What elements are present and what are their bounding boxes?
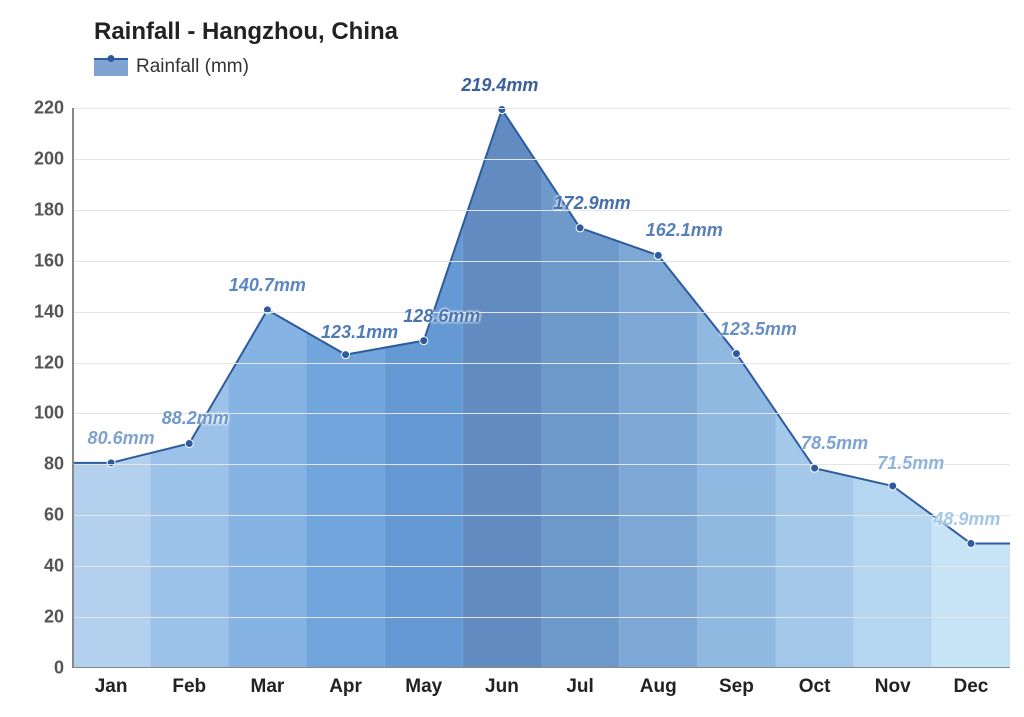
x-tick-label: Nov (875, 668, 911, 698)
grid-line (72, 464, 1010, 465)
x-tick-label: Sep (719, 668, 754, 698)
data-label: 123.5mm (720, 319, 797, 340)
data-label: 172.9mm (554, 193, 631, 214)
data-label: 162.1mm (646, 220, 723, 241)
data-marker (420, 337, 428, 345)
y-tick-label: 20 (44, 607, 72, 628)
grid-line (72, 566, 1010, 567)
y-tick-label: 0 (54, 658, 72, 679)
data-label: 48.9mm (933, 509, 1000, 530)
y-tick-label: 160 (34, 250, 72, 271)
grid-line (72, 312, 1010, 313)
data-label: 78.5mm (801, 433, 868, 454)
data-marker (107, 459, 115, 467)
x-tick-label: May (405, 668, 442, 698)
y-tick-label: 220 (34, 98, 72, 119)
grid-line (72, 210, 1010, 211)
grid-line (72, 108, 1010, 109)
data-label: 140.7mm (229, 275, 306, 296)
x-tick-label: Jan (95, 668, 128, 698)
data-marker (811, 464, 819, 472)
y-axis-line (72, 108, 74, 668)
y-tick-label: 100 (34, 403, 72, 424)
chart-title: Rainfall - Hangzhou, China (94, 18, 398, 46)
y-tick-label: 40 (44, 556, 72, 577)
area-segment (619, 242, 697, 668)
x-tick-label: Dec (953, 668, 988, 698)
data-marker (342, 351, 350, 359)
data-marker (732, 350, 740, 358)
chart-container: { "chart": { "type": "area-line", "title… (0, 0, 1024, 717)
y-tick-label: 120 (34, 352, 72, 373)
area-segment (228, 310, 306, 668)
y-tick-label: 140 (34, 301, 72, 322)
grid-line (72, 617, 1010, 618)
data-label: 71.5mm (877, 453, 944, 474)
data-label: 123.1mm (321, 322, 398, 343)
data-marker (967, 540, 975, 548)
y-tick-label: 200 (34, 148, 72, 169)
data-marker (654, 251, 662, 259)
y-tick-label: 60 (44, 505, 72, 526)
x-tick-label: Jun (485, 668, 519, 698)
area-segment (385, 225, 463, 668)
data-label: 219.4mm (461, 75, 538, 96)
x-tick-label: Aug (640, 668, 677, 698)
grid-line (72, 261, 1010, 262)
x-axis-line (72, 667, 1010, 669)
grid-line (72, 515, 1010, 516)
data-marker (576, 224, 584, 232)
x-tick-label: Feb (172, 668, 206, 698)
legend-swatch (94, 58, 128, 76)
data-marker (263, 306, 271, 314)
area-segment (72, 453, 150, 668)
x-tick-label: Mar (251, 668, 285, 698)
area-segment (932, 515, 1010, 668)
grid-line (72, 159, 1010, 160)
x-tick-label: Jul (566, 668, 593, 698)
x-tick-label: Apr (329, 668, 362, 698)
x-tick-label: Oct (799, 668, 831, 698)
data-marker (889, 482, 897, 490)
y-tick-label: 180 (34, 199, 72, 220)
data-marker (498, 106, 506, 114)
chart-svg (72, 108, 1010, 668)
data-label: 128.6mm (403, 306, 480, 327)
plot-area: 020406080100120140160180200220JanFebMarA… (72, 108, 1010, 668)
area-segment (697, 305, 775, 668)
y-tick-label: 80 (44, 454, 72, 475)
grid-line (72, 363, 1010, 364)
data-marker (185, 439, 193, 447)
area-segment (541, 169, 619, 668)
legend: Rainfall (mm) (94, 56, 249, 78)
data-label: 80.6mm (88, 428, 155, 449)
legend-label: Rainfall (mm) (136, 56, 249, 78)
data-label: 88.2mm (162, 408, 229, 429)
